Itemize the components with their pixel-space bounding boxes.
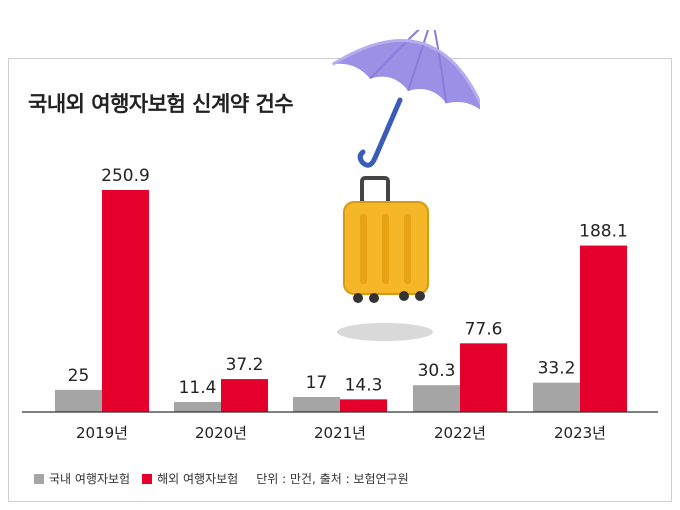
- bar-overseas-4: [460, 343, 507, 412]
- data-label-overseas-1: 250.9: [101, 166, 150, 186]
- unit-source-note: 단위 : 만건, 출처 : 보험연구원: [256, 472, 409, 486]
- bar-overseas-2: [221, 379, 268, 412]
- legend: 국내 여행자보험 해외 여행자보험 단위 : 만건, 출처 : 보험연구원: [34, 470, 409, 487]
- x-tick-label-5: 2023년: [554, 424, 606, 442]
- data-label-overseas-2: 37.2: [226, 355, 264, 375]
- x-tick-label-4: 2022년: [434, 424, 486, 442]
- bar-overseas-1: [102, 190, 149, 412]
- bar-domestic-2: [174, 401, 221, 412]
- bar-domestic-4: [413, 385, 460, 412]
- legend-item-overseas: 해외 여행자보험: [142, 470, 238, 487]
- x-tick-label-3: 2021년: [314, 424, 366, 442]
- bar-overseas-5: [580, 245, 627, 412]
- legend-swatch-overseas: [142, 473, 153, 484]
- data-label-domestic-1: 25: [68, 366, 90, 386]
- data-label-overseas-4: 77.6: [465, 319, 503, 339]
- data-label-domestic-5: 33.2: [538, 359, 576, 379]
- legend-label-domestic: 국내 여행자보험: [49, 472, 131, 486]
- data-label-domestic-4: 30.3: [418, 361, 456, 381]
- legend-label-overseas: 해외 여행자보험: [157, 472, 239, 486]
- data-label-overseas-5: 188.1: [579, 222, 628, 242]
- legend-item-domestic: 국내 여행자보험: [34, 470, 130, 487]
- x-tick-label-1: 2019년: [76, 424, 128, 442]
- data-label-overseas-3: 14.3: [345, 375, 383, 395]
- umbrella-suitcase-illustration: [330, 8, 487, 354]
- legend-swatch-domestic: [34, 473, 44, 484]
- bar-domestic-3: [293, 396, 340, 412]
- chart-title: 국내외 여행자보험 신계약 건수: [28, 92, 294, 116]
- bar-domestic-5: [533, 382, 580, 412]
- data-label-domestic-2: 11.4: [179, 378, 217, 398]
- bar-overseas-3: [340, 399, 387, 412]
- x-tick-label-2: 2020년: [195, 424, 247, 442]
- bar-domestic-1: [55, 389, 102, 412]
- data-label-domestic-3: 17: [306, 373, 328, 393]
